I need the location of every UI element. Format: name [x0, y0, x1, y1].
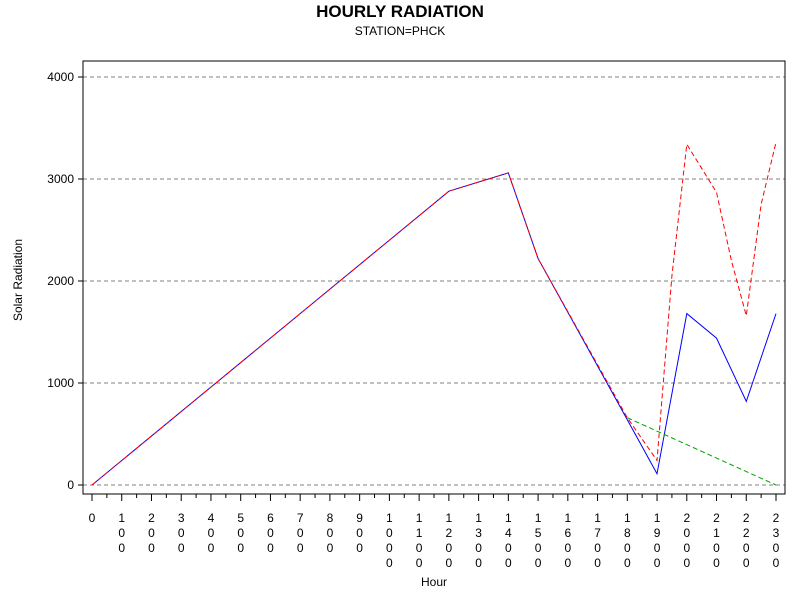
y-tick-label: 4000 — [47, 70, 74, 84]
chart-title: HOURLY RADIATION — [316, 2, 484, 21]
series-line-1 — [91, 172, 777, 486]
y-tick-label: 2000 — [47, 274, 74, 288]
y-tick-label: 0 — [67, 478, 74, 492]
chart-subtitle: STATION=PHCK — [355, 24, 446, 38]
x-tick-label: 0 — [89, 511, 96, 525]
y-axis-ticks: 0 1000 2000 3000 4000 — [47, 70, 83, 492]
x-axis-ticks: 0 1 0 0 2 0 0 3 0 0 4 0 0 5 0 0 6 0 0 7 0 0 8 0 0 9 0 0 1 0 0 0 1 1 0 0 1 2 0 0… — [89, 494, 780, 570]
series-line-2 — [91, 142, 777, 486]
series-group — [91, 142, 777, 486]
y-axis-label: Solar Radiation — [11, 239, 25, 321]
plot-frame — [82, 60, 786, 495]
y-tick-label: 1000 — [47, 376, 74, 390]
y-tick-label: 3000 — [47, 172, 74, 186]
x-axis-label: Hour — [421, 575, 447, 589]
series-line-3 — [627, 417, 777, 486]
gridlines — [83, 76, 785, 486]
